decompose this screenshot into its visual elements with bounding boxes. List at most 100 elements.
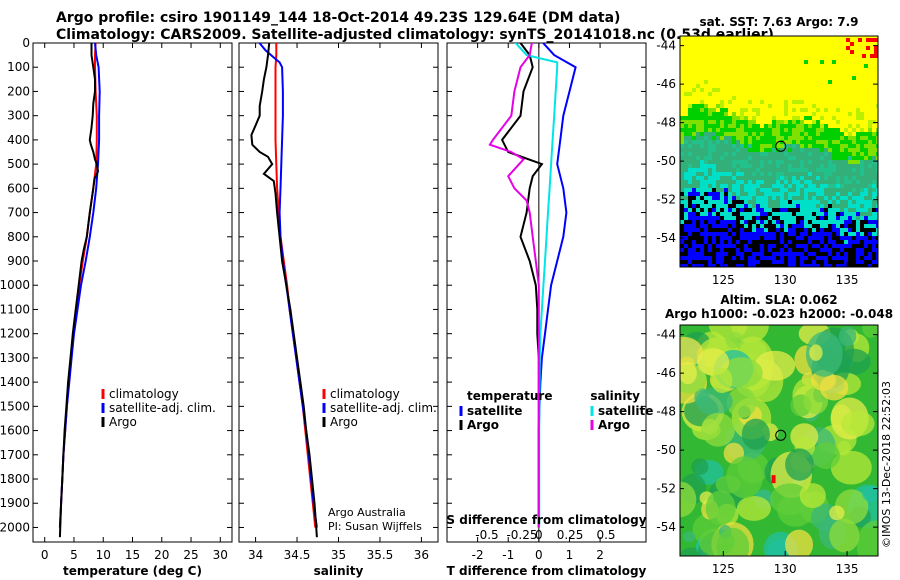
x-tick-label: 35 xyxy=(331,548,346,562)
imos-stamp: ©IMOS 13-Dec-2018 22:52:03 xyxy=(880,381,893,548)
series-line-argo xyxy=(250,43,318,538)
x-tick-label: 10 xyxy=(96,548,111,562)
legend-label: climatology xyxy=(330,387,400,401)
plot-frame xyxy=(238,42,439,543)
sst-map-panel: -44 -46 -48 -50 -52 -54 125 130 135 sat. SST: 7.6… xyxy=(656,15,879,287)
difference-panel: -2 -1 0 1 2 T difference from climatology temp… xyxy=(446,42,653,578)
y-tick-label: 1800 xyxy=(0,472,30,486)
y-tick-label: 2000 xyxy=(0,520,30,534)
x-tick-label: 0 xyxy=(535,548,543,562)
map-subtitle: Argo h1000: -0.023 h2000: -0.048 xyxy=(665,307,893,321)
legend-label: satellite xyxy=(598,404,653,418)
salinity-panel: 34 34.5 35 35.5 36 salinity climatologysatelli… xyxy=(238,42,439,578)
x-tick-label: 0 xyxy=(41,548,49,562)
y-tick-label: 600 xyxy=(7,181,30,195)
lat-tick-label: -50 xyxy=(656,443,676,457)
lat-tick-label: -48 xyxy=(656,116,676,130)
map-field xyxy=(680,36,878,267)
x-tick-label: 15 xyxy=(125,548,140,562)
lat-tick-label: -52 xyxy=(656,193,676,207)
y-tick-label: 1400 xyxy=(0,375,30,389)
lat-tick-label: -46 xyxy=(656,77,676,91)
map-title: sat. SST: 7.63 Argo: 7.9 xyxy=(699,15,858,29)
lat-tick-label: -46 xyxy=(656,366,676,380)
x-tick-label: 35.5 xyxy=(367,548,394,562)
y-tick-label: 1000 xyxy=(0,278,30,292)
plot-frame xyxy=(32,42,233,543)
x-tick-label: 30 xyxy=(213,548,228,562)
lon-tick-label: 130 xyxy=(774,273,797,287)
y-tick-label: 700 xyxy=(7,206,30,220)
lon-tick-label: 135 xyxy=(836,273,859,287)
x-tick-label: 25 xyxy=(183,548,198,562)
figure-title-line1: Argo profile: csiro 1901149_144 18-Oct-2… xyxy=(56,10,621,26)
legend-label: Argo xyxy=(598,418,630,432)
legend-label: satellite xyxy=(467,404,522,418)
series-line-temperature-argo xyxy=(500,43,544,528)
lat-tick-label: -44 xyxy=(656,39,676,53)
sla-map-panel: -44 -46 -48 -50 -52 -54 125 130 135 Altim. SLA: 0… xyxy=(656,293,893,576)
y-tick-label: 1700 xyxy=(0,448,30,462)
figure-title-line2: Climatology: CARS2009. Satellite-adjuste… xyxy=(56,27,774,43)
y-tick-label: 1600 xyxy=(0,424,30,438)
legend-label: Argo xyxy=(467,418,499,432)
x-tick-label: 5 xyxy=(70,548,78,562)
lat-tick-label: -54 xyxy=(656,231,676,245)
legend-group-title: temperature xyxy=(467,389,552,403)
secondary-x-tick-label: -0.25 xyxy=(506,528,537,542)
series-line-argo xyxy=(58,43,100,538)
lon-tick-label: 130 xyxy=(774,562,797,576)
x-tick-label: 34.5 xyxy=(284,548,311,562)
x-tick-label: -1 xyxy=(502,548,514,562)
x-tick-label: -2 xyxy=(472,548,484,562)
lon-tick-label: 135 xyxy=(836,562,859,576)
plot-frame xyxy=(446,42,647,543)
y-tick-label: 1500 xyxy=(0,399,30,413)
secondary-x-tick-label: -0.5 xyxy=(475,528,498,542)
x-tick-label: 36 xyxy=(414,548,429,562)
y-tick-label: 0 xyxy=(22,36,30,50)
y-tick-label: 400 xyxy=(7,133,30,147)
lon-tick-label: 125 xyxy=(712,562,735,576)
x-tick-label: 34 xyxy=(248,548,263,562)
y-tick-label: 500 xyxy=(7,157,30,171)
lat-tick-label: -44 xyxy=(656,328,676,342)
sla-red-patch xyxy=(771,475,776,484)
secondary-x-axis-label: S difference from climatology xyxy=(446,513,646,527)
y-tick-label: 1300 xyxy=(0,351,30,365)
argo-float-marker xyxy=(775,429,787,441)
lat-tick-label: -48 xyxy=(656,405,676,419)
legend-label: satellite-adj. clim. xyxy=(330,401,437,415)
secondary-x-tick-label: 0 xyxy=(535,528,543,542)
y-tick-label: 800 xyxy=(7,230,30,244)
legend-group-title: salinity xyxy=(590,389,640,403)
lat-tick-label: -50 xyxy=(656,154,676,168)
x-tick-label: 2 xyxy=(596,548,604,562)
y-tick-label: 1900 xyxy=(0,496,30,510)
lat-tick-label: -54 xyxy=(656,520,676,534)
x-axis-label: T difference from climatology xyxy=(447,564,647,578)
secondary-x-tick-label: 0.5 xyxy=(596,528,615,542)
temperature-panel: 0100200300400500600700800900100011001200… xyxy=(0,36,233,578)
y-tick-label: 900 xyxy=(7,254,30,268)
legend-label: Argo xyxy=(109,415,137,429)
map-field xyxy=(680,325,878,556)
argo-float-marker xyxy=(775,140,787,152)
x-tick-label: 20 xyxy=(154,548,169,562)
series-line-salinity-argo xyxy=(488,43,540,528)
map-frame xyxy=(679,35,879,268)
legend-label: satellite-adj. clim. xyxy=(109,401,216,415)
credit-pi: PI: Susan Wijffels xyxy=(328,520,422,533)
secondary-x-tick-label: 0.25 xyxy=(557,528,584,542)
map-frame xyxy=(679,324,879,557)
y-tick-label: 100 xyxy=(7,60,30,74)
y-tick-label: 1100 xyxy=(0,302,30,316)
lon-tick-label: 125 xyxy=(712,273,735,287)
y-tick-label: 300 xyxy=(7,109,30,123)
legend-label: Argo xyxy=(330,415,358,429)
y-tick-label: 1200 xyxy=(0,327,30,341)
x-tick-label: 1 xyxy=(566,548,574,562)
x-axis-label: salinity xyxy=(314,564,364,578)
